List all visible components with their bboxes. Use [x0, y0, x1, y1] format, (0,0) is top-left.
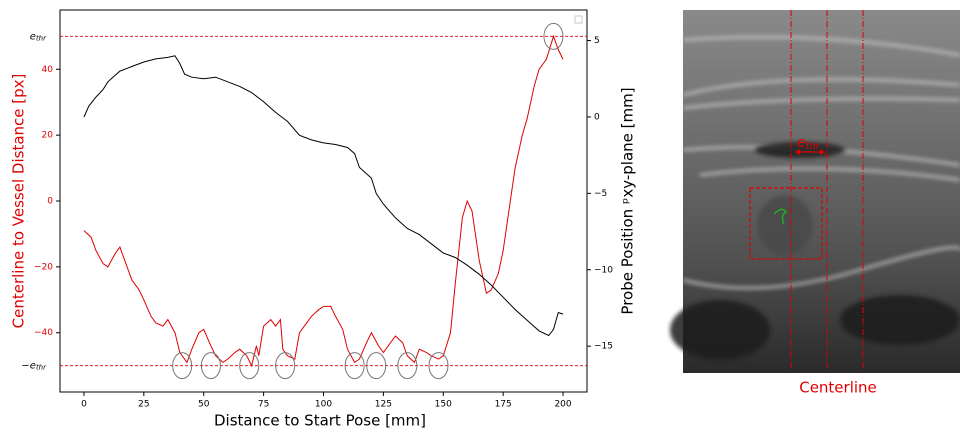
figure: ethr Centerline Distance to Start Pose […	[0, 0, 960, 430]
label-sub: thr	[806, 141, 821, 152]
x-tick-label: 150	[435, 400, 452, 410]
x-tick-label: 25	[138, 400, 149, 410]
x-tick-label: 50	[198, 400, 210, 410]
ultrasound-image	[670, 10, 960, 373]
x-axis-label: Distance to Start Pose [mm]	[214, 412, 426, 430]
x-tick-label: 125	[375, 400, 392, 410]
y2-tick-label: 0	[594, 112, 600, 122]
y-tick-label: 20	[42, 131, 54, 141]
x-tick-label: 175	[495, 400, 512, 410]
label-base: −e	[21, 361, 36, 372]
x-tick-label: 100	[315, 400, 332, 410]
x-tick-label: 75	[258, 400, 269, 410]
y-tick-label: −20	[34, 262, 53, 272]
image-caption: Centerline	[799, 379, 877, 397]
threshold-label: ethr	[30, 31, 47, 42]
label-sub: thr	[36, 34, 47, 42]
y2-tick-label: −10	[594, 265, 613, 275]
x-tick-label: 200	[554, 400, 571, 410]
series-line	[84, 56, 563, 336]
y2-tick-label: 5	[594, 36, 600, 46]
legend	[575, 16, 582, 23]
label-base: e	[797, 135, 806, 151]
threshold-label: −ethr	[21, 361, 47, 372]
y-tick-label: 0	[47, 197, 53, 207]
y-tick-label: −40	[34, 328, 53, 338]
y2-tick-label: −15	[594, 342, 613, 352]
label-sub: thr	[36, 364, 47, 372]
y2-tick-label: −5	[594, 189, 607, 199]
y2-axis-label: Probe Position ᵖxy-plane [mm]	[619, 87, 637, 314]
y-axis-label: Centerline to Vessel Distance [px]	[10, 74, 28, 329]
plot-frame	[60, 10, 587, 392]
series-line	[84, 36, 563, 365]
x-tick-label: 0	[81, 400, 87, 410]
y-tick-label: 40	[42, 65, 54, 75]
